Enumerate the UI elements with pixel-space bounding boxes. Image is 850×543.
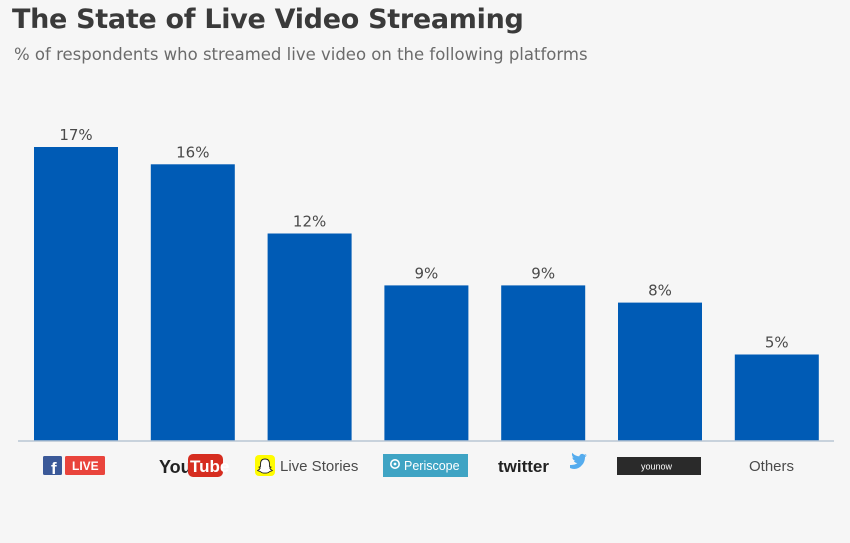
value-label-younow: 8% [648,282,672,300]
periscope-pin-dot [393,462,397,466]
chart-subtitle: % of respondents who streamed live video… [14,45,588,64]
snapchat-ghost-shape [256,458,274,474]
live-stories-label: Live Stories [280,458,358,475]
value-label-live-stories: 12% [293,213,326,231]
x-tick-younow: younow [617,457,701,475]
live-badge [65,456,105,475]
bar-twitter [501,285,586,441]
x-tick-youtube: You Tube [159,454,229,477]
value-label-others: 5% [765,334,789,352]
youtube-word-tube: Tube [190,457,229,476]
bar-live-stories [267,233,352,441]
younow-badge [617,457,701,475]
youtube-word-you: You [159,457,192,477]
bar-periscope [384,285,469,441]
x-tick-periscope: Periscope [383,454,468,477]
value-label-twitter: 9% [531,264,555,282]
value-label-periscope: 9% [415,264,439,282]
x-tick-live-stories: Live Stories [255,455,358,476]
x-tick-facebook-live: f LIVE [43,456,105,478]
value-labels-group: 17% 16% 12% 9% 9% 8% 5% [59,126,788,352]
bars-group [34,147,819,442]
facebook-f-icon [43,456,62,475]
value-label-facebook-live: 17% [59,126,92,144]
younow-label: younow [641,462,673,472]
x-tick-twitter: twitter [498,452,587,476]
twitter-wordmark: twitter [498,457,549,476]
live-badge-text: LIVE [72,459,99,473]
twitter-bird-icon [570,452,587,469]
bar-facebook-live [34,147,118,441]
periscope-badge [383,454,468,477]
chart-title: The State of Live Video Streaming [12,4,524,35]
value-label-youtube: 16% [176,143,209,161]
bar-others [734,354,819,441]
youtube-tube-box [188,454,223,477]
bar-youtube [150,164,235,442]
others-label: Others [749,458,794,475]
x-tick-others: Others [749,458,794,475]
periscope-pin-icon [389,458,400,469]
bar-younow [618,302,702,441]
periscope-label: Periscope [404,459,460,473]
facebook-f-glyph: f [51,459,57,478]
